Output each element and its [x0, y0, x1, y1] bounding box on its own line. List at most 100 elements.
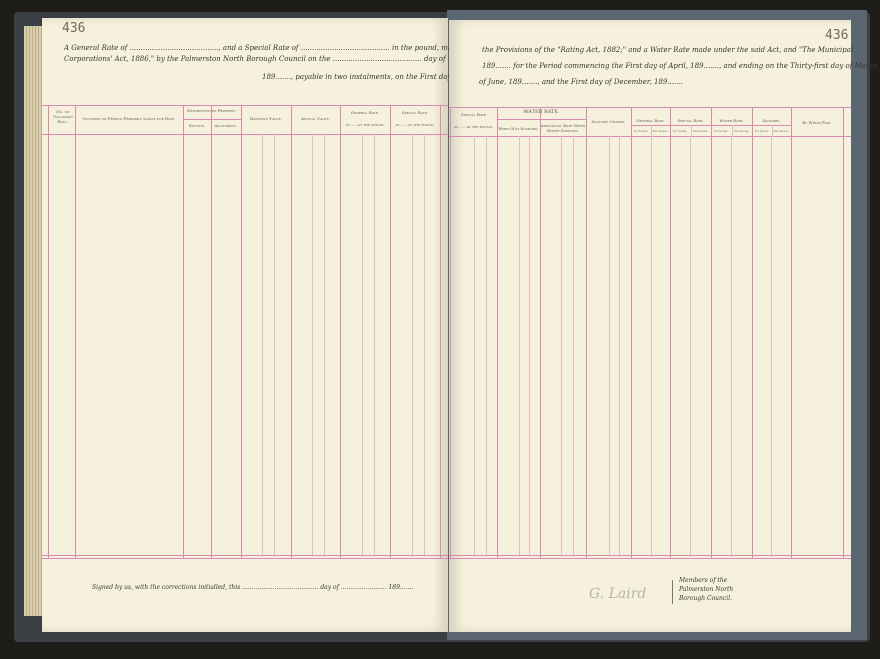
rule-line — [42, 555, 448, 556]
preamble-line: of June, 189......., and the First day o… — [479, 78, 683, 86]
header-special-rate: Special Rate. — [401, 110, 429, 115]
header-section: Section. — [188, 123, 206, 128]
header-sanitary: Sanitary Charge. — [591, 119, 626, 124]
column-subline — [529, 136, 530, 555]
column-subline — [771, 136, 772, 555]
header-sanitary: Sanitary. — [762, 118, 781, 123]
column-subline — [650, 125, 652, 136]
column-subline — [609, 136, 610, 555]
rule-line — [42, 558, 448, 559]
header-water-rate: WATER RATE. — [523, 109, 560, 115]
rule-line — [449, 555, 851, 556]
column-subline — [561, 136, 562, 555]
column-line — [497, 107, 498, 558]
rule-line — [449, 107, 851, 108]
header-instalment: 1st Instal. — [713, 129, 729, 133]
column-subline — [486, 136, 487, 555]
rule-line — [449, 136, 851, 137]
column-subline — [274, 134, 275, 555]
column-subline — [731, 136, 732, 555]
preamble-line: the Provisions of the "Rating Act, 1882;… — [482, 46, 854, 54]
column-subline — [312, 134, 313, 555]
footer-members: Borough Council. — [679, 595, 733, 602]
column-line — [211, 105, 212, 558]
header-special-rate: Special Rate — [460, 112, 487, 117]
column-line — [340, 105, 341, 558]
column-subline — [690, 125, 692, 136]
header-description: Description of Property. — [187, 108, 237, 113]
page-edges — [24, 26, 46, 616]
preamble-line: A General Rate of ......................… — [64, 44, 484, 52]
column-subline — [474, 136, 475, 555]
header-general-rate: General Rate. — [636, 118, 665, 123]
header-instalment: 1st Instal. — [672, 129, 688, 133]
column-line — [843, 107, 844, 558]
preamble-line: 189....... for the Period commencing the… — [482, 62, 880, 70]
column-line — [241, 105, 242, 558]
column-subline — [519, 136, 520, 555]
rule-line — [42, 105, 448, 106]
rule-line — [631, 125, 791, 126]
header-occupier: Occupier or Person Primarily Liable for … — [82, 116, 176, 121]
page-number: 436 — [62, 21, 86, 36]
column-subline — [651, 136, 652, 555]
column-subline — [374, 134, 375, 555]
header-water-rate: Water Rate. — [719, 118, 744, 123]
left-page: 436 A General Rate of ..................… — [42, 18, 501, 632]
header-instalment: 2nd Instal. — [693, 129, 709, 133]
column-subline — [771, 125, 773, 136]
column-subline — [362, 134, 363, 555]
column-subline — [424, 134, 425, 555]
signature: G. Laird — [589, 586, 647, 602]
header-special-rate: Special Rate. — [677, 118, 704, 123]
header-allotment: Allotment. — [214, 123, 238, 128]
header-by-whom-paid: By Whom Paid. — [802, 120, 832, 125]
header-instalment: 2nd Instal. — [652, 129, 668, 133]
column-subline — [690, 136, 691, 555]
footer-members: Members of the — [679, 577, 728, 584]
column-line — [670, 107, 671, 558]
column-line — [450, 107, 451, 558]
header-no-on-roll: No. on Valuation Roll. — [53, 109, 73, 124]
preamble-line: Corporations' Act, 1886," by the Palmers… — [64, 55, 502, 63]
rule-line — [42, 134, 448, 135]
column-subline — [412, 134, 413, 555]
column-line — [540, 107, 541, 558]
column-line — [752, 107, 753, 558]
column-line — [75, 105, 76, 558]
column-subline — [619, 136, 620, 555]
column-subline — [262, 134, 263, 555]
header-special-rate-sub: at.......in the pound. — [453, 124, 494, 129]
column-subline — [324, 134, 325, 555]
header-instalment: 2nd Instal. — [734, 129, 750, 133]
page-number: 436 — [825, 28, 849, 43]
header-instalment: 2nd Instal. — [773, 129, 789, 133]
header-general-rate-sub: at.......in the pound. — [345, 122, 385, 127]
header-instalment: 1st Instal. — [754, 129, 770, 133]
header-not-supplied: When Not Supplied. — [498, 126, 539, 131]
right-page: 436 the Provisions of the "Rating Act, 1… — [449, 20, 880, 632]
column-line — [791, 107, 792, 558]
footer-signed: Signed by us, with the corrections initi… — [92, 584, 414, 591]
column-line — [183, 105, 184, 558]
column-line — [631, 107, 632, 558]
column-line — [711, 107, 712, 558]
column-line — [390, 105, 391, 558]
rule-line — [183, 119, 241, 120]
header-annual-value: Annual Value. — [301, 116, 330, 121]
header-general-rate: General Rate. — [350, 110, 380, 115]
column-line — [586, 107, 587, 558]
header-additional: Additional Rate When Water Supplied. — [540, 123, 586, 133]
column-line — [291, 105, 292, 558]
column-subline — [573, 136, 574, 555]
footer-members: Palmerston North — [679, 586, 734, 593]
column-subline — [731, 125, 733, 136]
column-line — [440, 105, 441, 558]
rule-line — [449, 558, 851, 559]
column-line — [48, 105, 49, 558]
header-instalment: 1st Instal. — [633, 129, 649, 133]
brace — [672, 580, 673, 604]
preamble-line: 189......., payable in two instalments, … — [262, 73, 452, 81]
rule-line — [497, 119, 586, 120]
header-special-rate-sub: at.......in the pound. — [395, 122, 435, 127]
